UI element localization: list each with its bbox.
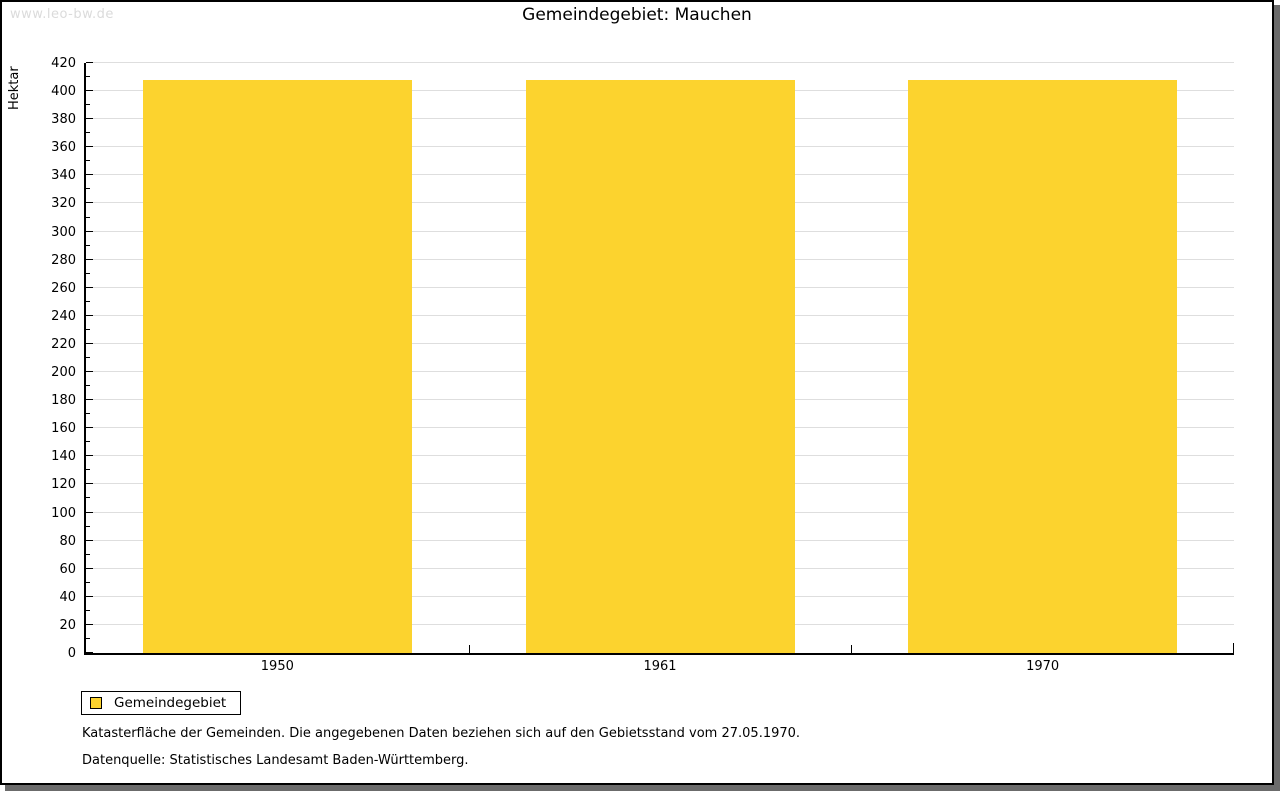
y-axis-tick xyxy=(86,230,93,232)
y-axis-tick xyxy=(86,623,93,625)
frame-shadow-right xyxy=(1274,5,1280,791)
y-axis-tick-label: 420 xyxy=(51,56,76,71)
y-axis-tick-label: 200 xyxy=(51,365,76,381)
y-axis-tick-label: 40 xyxy=(59,589,76,605)
y-axis-tick xyxy=(86,202,93,204)
y-axis-tick xyxy=(86,525,90,527)
y-axis-tick xyxy=(86,595,93,597)
y-axis-tick xyxy=(86,272,90,274)
y-axis-tick-label: 380 xyxy=(51,112,76,128)
frame-shadow-bottom xyxy=(5,785,1274,791)
y-axis-tick xyxy=(86,160,90,162)
y-axis-tick xyxy=(86,146,93,148)
y-axis-tick xyxy=(86,441,90,443)
y-axis-tick-label: 120 xyxy=(51,477,76,493)
gridline xyxy=(86,62,1234,63)
y-axis-label: Hektar xyxy=(7,66,22,110)
y-axis-tick-label: 340 xyxy=(51,168,76,184)
x-axis-tick xyxy=(851,645,853,653)
y-axis-tick-label: 280 xyxy=(51,252,76,268)
x-axis-tick xyxy=(468,645,470,653)
y-axis-tick-label: 140 xyxy=(51,449,76,465)
chart-title: Gemeindegebiet: Mauchen xyxy=(522,5,752,25)
y-axis-tick-label: 80 xyxy=(59,533,76,549)
y-axis-tick xyxy=(86,567,93,569)
y-axis-tick xyxy=(86,497,90,499)
y-axis-tick xyxy=(86,132,90,134)
y-axis-tick xyxy=(86,652,93,653)
y-axis-tick xyxy=(86,413,90,415)
y-axis-tick xyxy=(86,483,93,485)
y-axis-tick xyxy=(86,76,90,78)
y-axis-tick-label: 100 xyxy=(51,505,76,521)
y-axis-tick-label: 160 xyxy=(51,421,76,437)
plot-inner: 0 20 40 60 80 100 120 140 160 180 200 220 240 260 280 3… xyxy=(51,56,1234,674)
y-axis-tick-label: 240 xyxy=(51,308,76,324)
y-axis-tick-label: 400 xyxy=(51,84,76,100)
y-axis-tick xyxy=(86,399,93,401)
y-axis-tick xyxy=(86,286,93,288)
x-axis-category-label: 1950 xyxy=(260,659,294,674)
y-axis-tick xyxy=(86,314,93,316)
footnote-data-source: Datenquelle: Statistisches Landesamt Bad… xyxy=(82,753,469,768)
y-axis-tick-label: 60 xyxy=(59,561,76,577)
watermark: www.leo-bw.de xyxy=(10,7,114,22)
legend: Gemeindegebiet xyxy=(81,691,242,715)
bar-1970 xyxy=(908,79,1178,653)
bar-1961 xyxy=(525,79,795,653)
y-axis-tick xyxy=(86,328,90,330)
y-axis-tick-label: 360 xyxy=(51,140,76,156)
x-axis-category-label: 1970 xyxy=(1026,659,1060,674)
y-axis-tick-label: 300 xyxy=(51,224,76,240)
y-axis-tick-label: 180 xyxy=(51,393,76,409)
y-axis-tick xyxy=(86,511,93,513)
y-axis-tick xyxy=(86,427,93,429)
y-axis-tick xyxy=(86,300,90,302)
y-axis-tick xyxy=(86,216,90,218)
bar-1950 xyxy=(142,79,412,653)
y-axis-tick xyxy=(86,62,93,63)
y-axis-tick xyxy=(86,609,90,611)
y-axis-tick xyxy=(86,174,93,176)
y-axis-tick-label: 0 xyxy=(67,646,76,661)
y-axis-tick xyxy=(86,342,93,344)
y-axis-tick xyxy=(86,581,90,583)
x-axis-end-tick xyxy=(1233,643,1234,653)
y-axis-tick xyxy=(86,455,93,457)
footnote-source-note: Katasterfläche der Gemeinden. Die angege… xyxy=(82,726,801,741)
y-axis-tick xyxy=(86,385,90,387)
y-axis-tick xyxy=(86,258,93,260)
y-axis-tick xyxy=(86,104,90,106)
y-axis-tick-label: 320 xyxy=(51,196,76,212)
y-axis-tick xyxy=(86,637,90,639)
y-axis-tick xyxy=(86,244,90,246)
x-axis-category-label: 1961 xyxy=(643,659,677,674)
y-axis-tick xyxy=(86,539,93,541)
y-axis-tick-label: 260 xyxy=(51,280,76,296)
legend-label: Gemeindegebiet xyxy=(114,695,227,711)
y-axis-tick xyxy=(86,188,90,190)
y-axis-tick-label: 220 xyxy=(51,336,76,352)
y-axis-tick xyxy=(86,118,93,120)
y-axis-tick xyxy=(86,357,90,358)
y-axis-tick xyxy=(86,90,93,92)
y-axis-tick xyxy=(86,553,90,555)
plot-area: 0 20 40 60 80 100 120 140 160 180 200 220 240 260 280 3… xyxy=(51,56,1234,674)
y-axis-tick xyxy=(86,371,93,373)
y-axis-tick xyxy=(86,469,90,471)
y-axis-tick-label: 20 xyxy=(59,617,76,633)
legend-swatch xyxy=(90,697,102,709)
